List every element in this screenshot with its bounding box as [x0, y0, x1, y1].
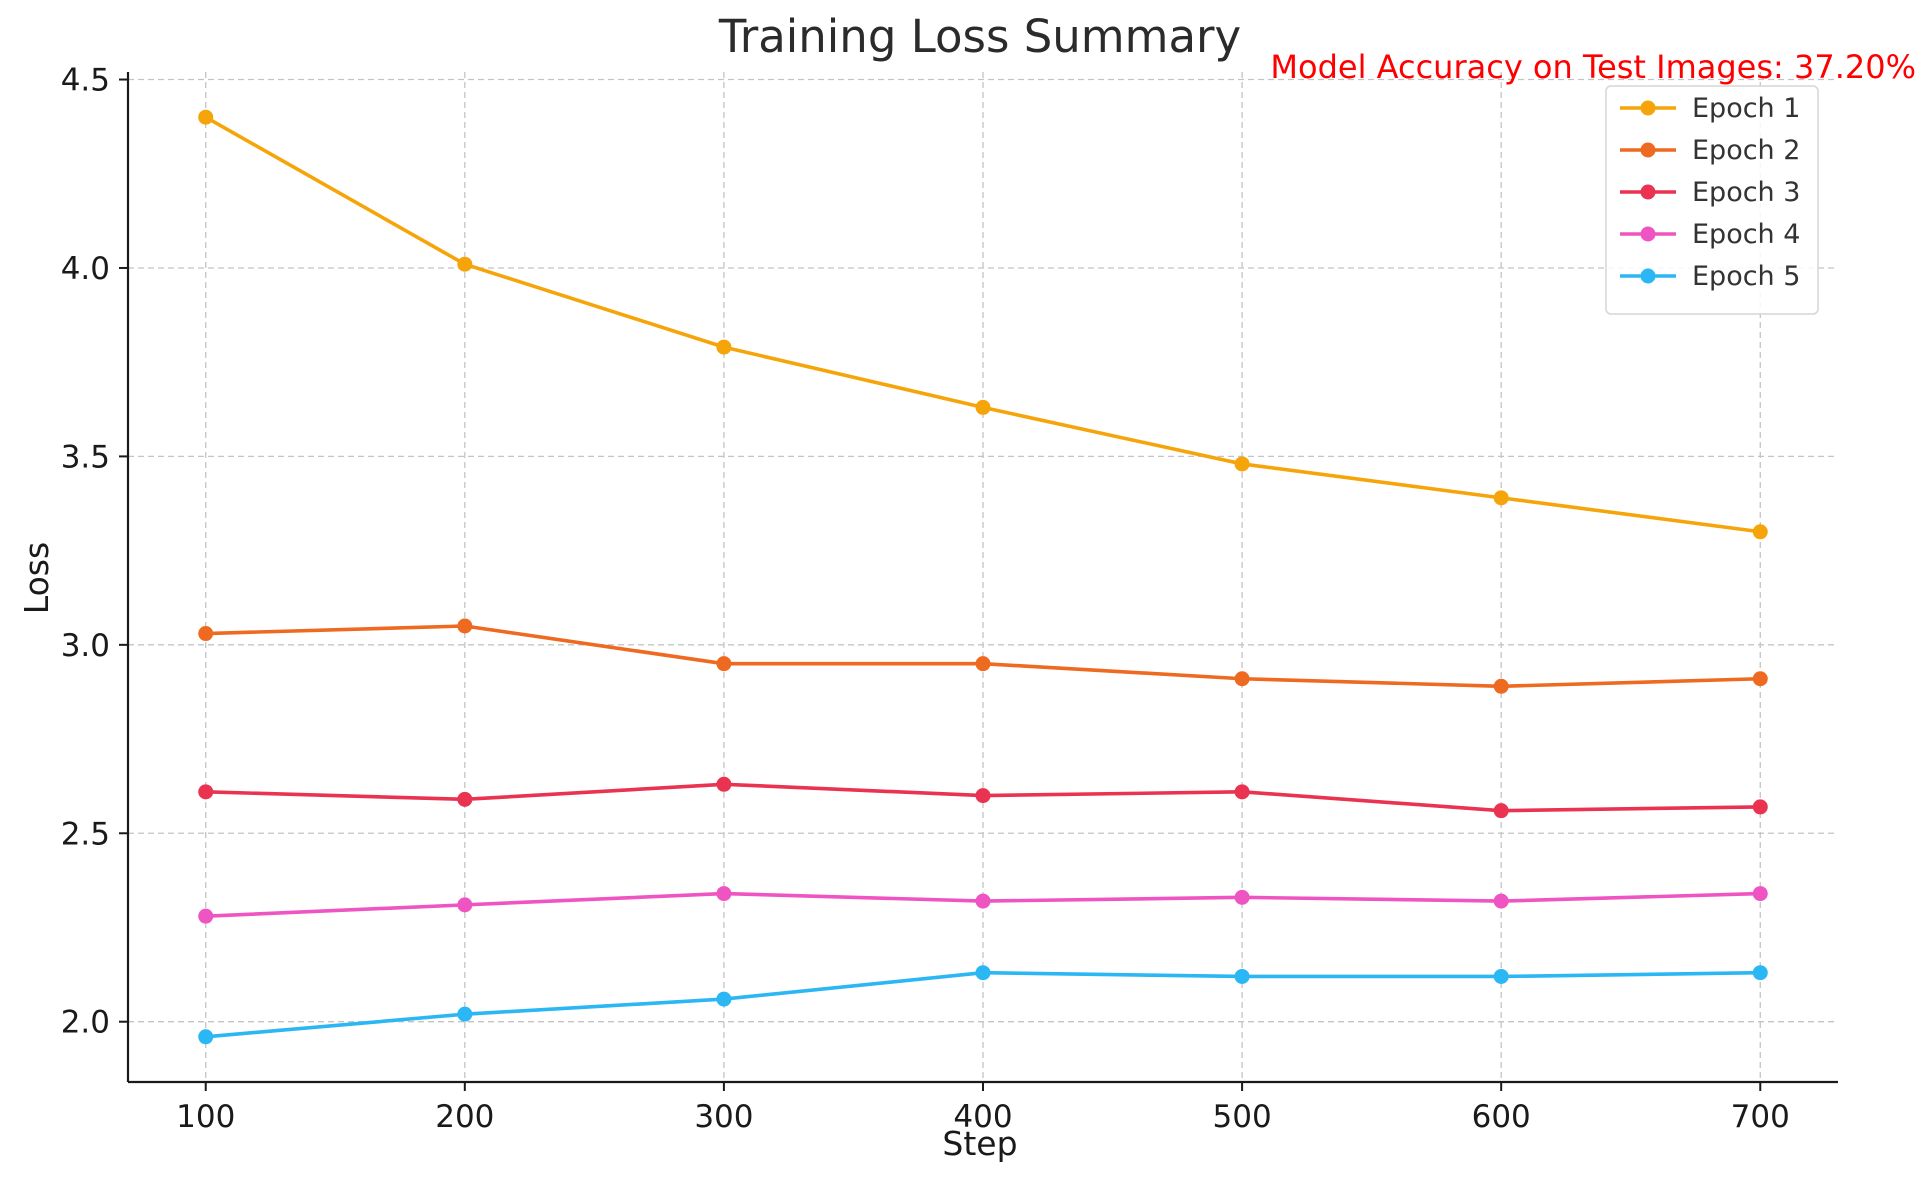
y-tick-label: 3.0: [61, 628, 110, 664]
accuracy-annotation: Model Accuracy on Test Images: 37.20%: [1270, 48, 1916, 86]
data-point: [975, 788, 991, 804]
data-point: [1752, 965, 1768, 981]
data-point: [1493, 678, 1509, 694]
data-point: [1234, 968, 1250, 984]
legend-item: Epoch 3: [1620, 177, 1800, 208]
data-point: [716, 776, 732, 792]
data-point: [716, 656, 732, 672]
series-2: [198, 618, 1768, 694]
x-tick-label: 300: [694, 1099, 753, 1135]
data-point: [198, 784, 214, 800]
legend-label: Epoch 3: [1692, 177, 1800, 208]
data-point: [457, 1006, 473, 1022]
data-point: [975, 965, 991, 981]
data-point: [1234, 784, 1250, 800]
chart-title: Training Loss Summary: [718, 10, 1241, 63]
data-point: [1493, 968, 1509, 984]
data-point: [1493, 803, 1509, 819]
x-axis-title: Step: [942, 1124, 1017, 1163]
y-axis-title: Loss: [17, 542, 56, 614]
series-3: [198, 776, 1768, 819]
labels-group: Training Loss Summary Step Loss Model Ac…: [17, 10, 1916, 1163]
data-point: [198, 1029, 214, 1045]
legend-swatch-marker: [1640, 142, 1656, 158]
data-point: [716, 991, 732, 1007]
data-point: [1493, 893, 1509, 909]
series-5: [198, 965, 1768, 1045]
data-point: [975, 893, 991, 909]
legend-label: Epoch 2: [1692, 135, 1800, 166]
data-point: [198, 626, 214, 642]
series-group: [198, 109, 1768, 1045]
data-point: [1752, 524, 1768, 540]
x-tick-label: 700: [1731, 1099, 1790, 1135]
data-point: [975, 399, 991, 415]
legend: Epoch 1 Epoch 2 Epoch 3 Epoch 4 Epoch 5: [1605, 85, 1819, 315]
legend-label: Epoch 1: [1692, 93, 1800, 124]
legend-swatch-marker: [1640, 226, 1656, 242]
data-point: [457, 791, 473, 807]
data-point: [457, 256, 473, 272]
y-tick-label: 2.5: [61, 816, 110, 852]
x-tick-label: 600: [1472, 1099, 1531, 1135]
data-point: [198, 109, 214, 125]
legend-box: [1605, 85, 1819, 315]
legend-label: Epoch 4: [1692, 219, 1800, 250]
data-point: [1752, 671, 1768, 687]
legend-item: Epoch 5: [1620, 261, 1800, 292]
axes: 100 200 300 400 500 600 700 2.0 2.5 3.0 3.5 4.0 4.5: [61, 63, 1838, 1135]
legend-label: Epoch 5: [1692, 261, 1800, 292]
legend-swatch-marker: [1640, 100, 1656, 116]
data-point: [975, 656, 991, 672]
data-point: [1752, 886, 1768, 902]
data-point: [457, 897, 473, 913]
legend-item: Epoch 1: [1620, 93, 1800, 124]
series-4: [198, 886, 1768, 924]
x-tick-label: 500: [1213, 1099, 1272, 1135]
x-tick-label: 100: [176, 1099, 235, 1135]
data-point: [716, 886, 732, 902]
y-tick-label: 3.5: [61, 439, 110, 475]
legend-swatch-marker: [1640, 184, 1656, 200]
data-point: [198, 908, 214, 924]
data-point: [1234, 889, 1250, 905]
x-tick-label: 200: [435, 1099, 494, 1135]
y-tick-label: 4.0: [61, 251, 110, 287]
data-point: [716, 339, 732, 355]
data-point: [1752, 799, 1768, 815]
grid: [128, 72, 1838, 1082]
legend-item: Epoch 2: [1620, 135, 1800, 166]
x-tick-label: 400: [953, 1099, 1012, 1135]
data-point: [1234, 671, 1250, 687]
legend-swatch-marker: [1640, 268, 1656, 284]
series-1: [198, 109, 1768, 540]
y-tick-label: 2.0: [61, 1005, 110, 1041]
y-tick-label: 4.5: [61, 63, 110, 99]
data-point: [1234, 456, 1250, 472]
legend-item: Epoch 4: [1620, 219, 1800, 250]
data-point: [1493, 490, 1509, 506]
data-point: [457, 618, 473, 634]
